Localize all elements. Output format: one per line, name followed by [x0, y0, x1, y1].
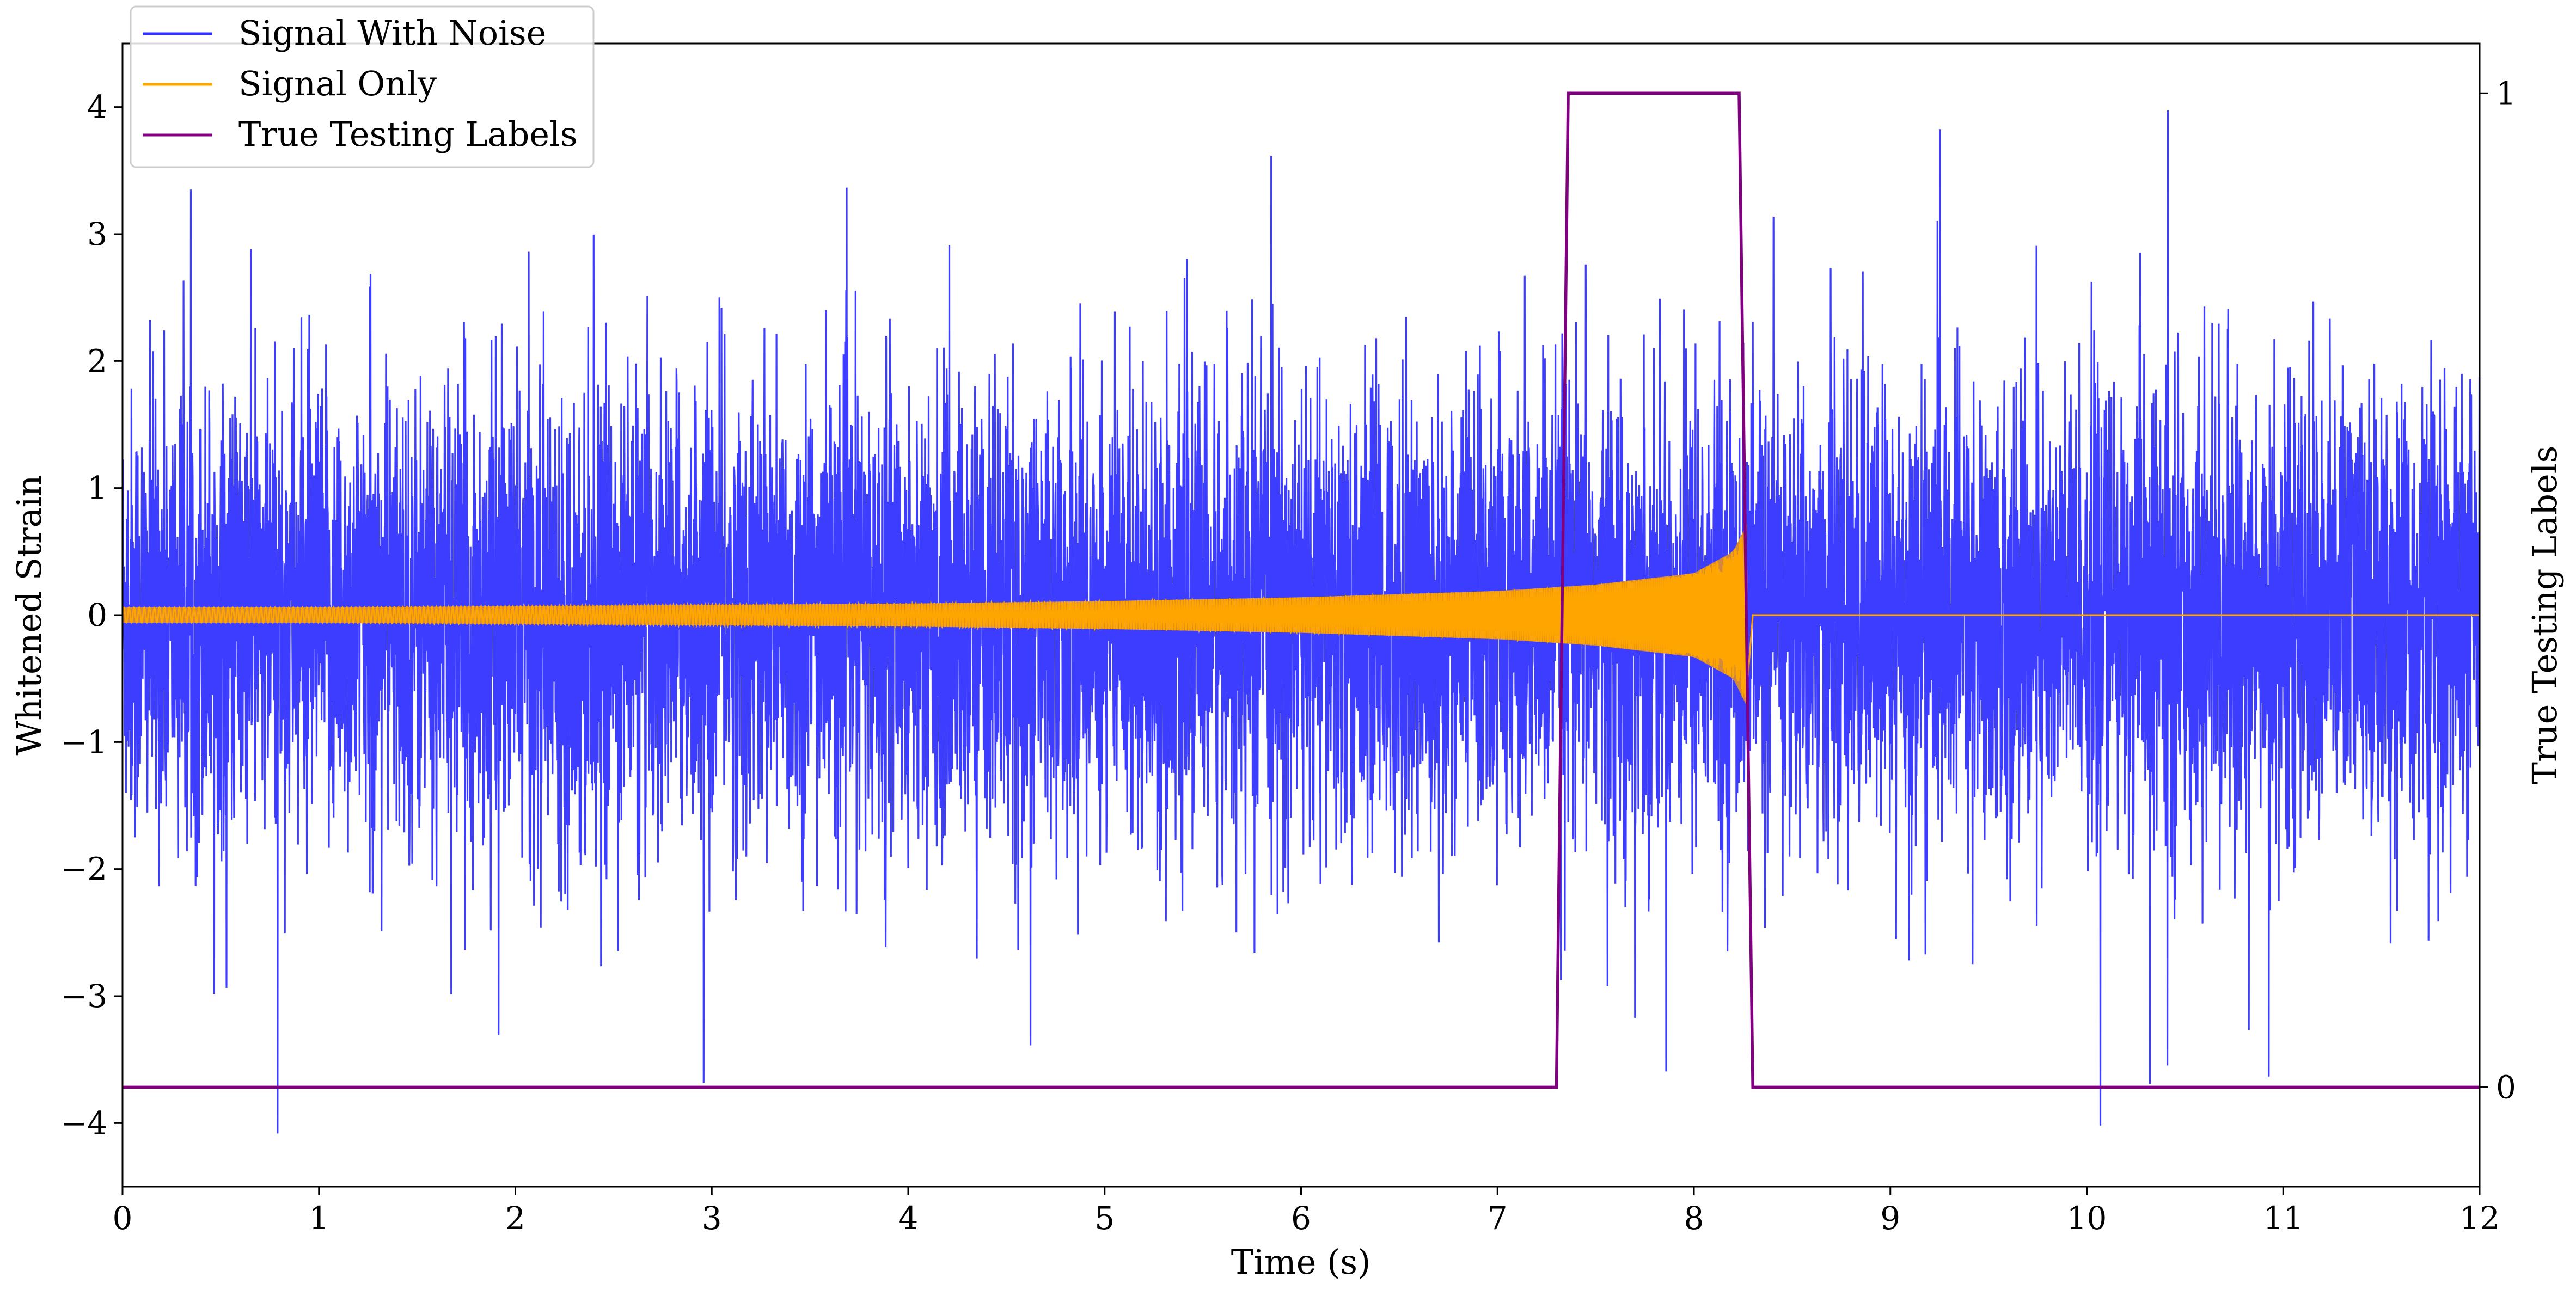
signal-trace — [123, 533, 2480, 701]
y-tick-label: 4 — [87, 89, 107, 126]
x-tick-label: 12 — [2459, 1200, 2500, 1237]
y-axis-ticks: −4 −3 −2 −1 0 1 2 3 4 — [61, 89, 123, 1141]
x-tick-label: 10 — [2067, 1200, 2107, 1237]
legend-label-signal: Signal Only — [238, 64, 437, 103]
x-tick-label: 9 — [1880, 1200, 1900, 1237]
x-tick-label: 1 — [309, 1200, 329, 1237]
legend-box — [130, 5, 595, 168]
y-tick-label: 3 — [87, 216, 107, 253]
labels-trace — [123, 91, 2480, 1089]
y-tick-label: −4 — [61, 1104, 108, 1141]
x-tick-label: 0 — [113, 1200, 133, 1237]
x-tick-label: 6 — [1291, 1200, 1311, 1237]
x-tick-label: 7 — [1488, 1200, 1508, 1237]
y-tick-label: −2 — [61, 851, 108, 888]
y-axis-label: Whitened Strain — [9, 475, 49, 756]
y2-tick-label: 1 — [2496, 75, 2516, 112]
y-tick-label: −1 — [61, 723, 108, 760]
y-tick-label: 1 — [87, 470, 107, 507]
x-axis-label: Time (s) — [1231, 1242, 1371, 1282]
plot-area — [123, 91, 2480, 1134]
x-tick-label: 4 — [898, 1200, 919, 1237]
x-tick-label: 3 — [702, 1200, 722, 1237]
y2-axis-label: True Testing Labels — [2525, 446, 2565, 785]
x-tick-label: 2 — [505, 1200, 525, 1237]
y-tick-label: −3 — [61, 978, 108, 1015]
true-testing-labels-series — [123, 91, 2480, 1089]
x-tick-label: 5 — [1094, 1200, 1115, 1237]
x-axis-ticks: 0 1 2 3 4 5 6 7 8 9 10 11 12 — [113, 1187, 2500, 1237]
y-tick-label: 2 — [87, 342, 107, 379]
x-tick-label: 8 — [1684, 1200, 1704, 1237]
legend-label-labels: True Testing Labels — [238, 114, 578, 154]
y2-axis-ticks: 01 — [2480, 75, 2516, 1105]
legend: Signal With Noise Signal Only True Testi… — [130, 5, 595, 168]
y-tick-label: 0 — [87, 597, 107, 634]
legend-label-noise: Signal With Noise — [238, 13, 546, 53]
x-tick-label: 11 — [2263, 1200, 2303, 1237]
y2-tick-label: 0 — [2496, 1068, 2516, 1105]
signal-only-series — [123, 524, 2480, 707]
